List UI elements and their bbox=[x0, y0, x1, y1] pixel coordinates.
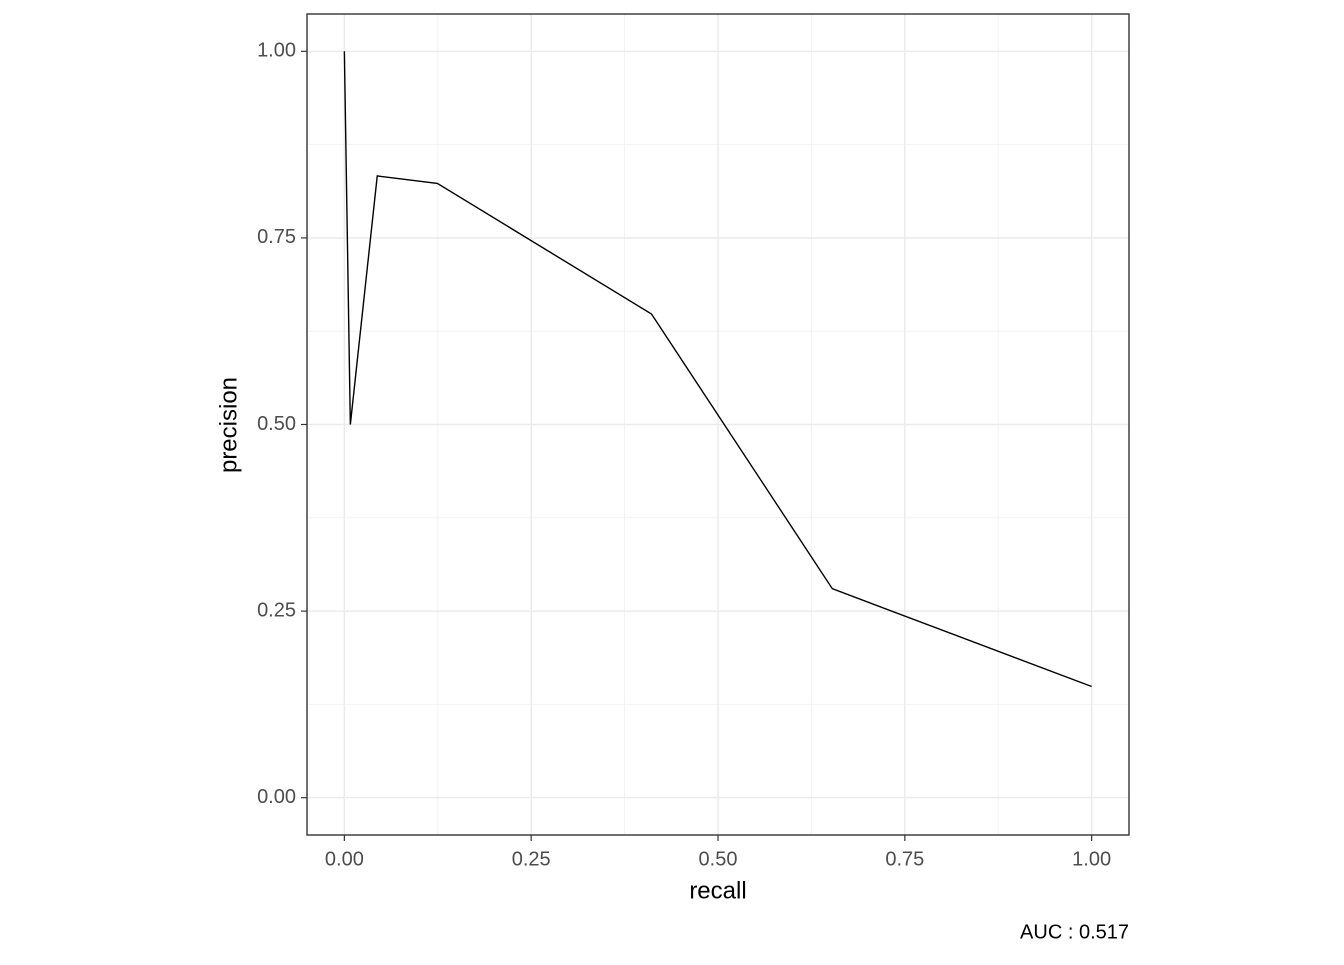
x-axis-title: recall bbox=[689, 877, 746, 904]
y-tick-label: 1.00 bbox=[257, 40, 296, 62]
x-tick-label: 0.00 bbox=[325, 848, 364, 870]
y-tick-label: 0.75 bbox=[257, 226, 296, 248]
x-tick-label: 0.50 bbox=[699, 848, 738, 870]
line bbox=[343, 51, 1092, 688]
y-tick-label: 0.00 bbox=[257, 786, 296, 808]
y-tick-label: 0.50 bbox=[257, 413, 296, 435]
x-tick-label: 0.75 bbox=[885, 848, 924, 870]
caption: AUC : 0.517 bbox=[1020, 921, 1129, 943]
panel-border bbox=[306, 13, 1130, 836]
y-tick-label: 0.25 bbox=[257, 599, 296, 621]
y-axis-title: precision bbox=[215, 377, 242, 473]
x-tick-label: 0.25 bbox=[512, 848, 551, 870]
x-tick-label: 1.00 bbox=[1072, 848, 1111, 870]
